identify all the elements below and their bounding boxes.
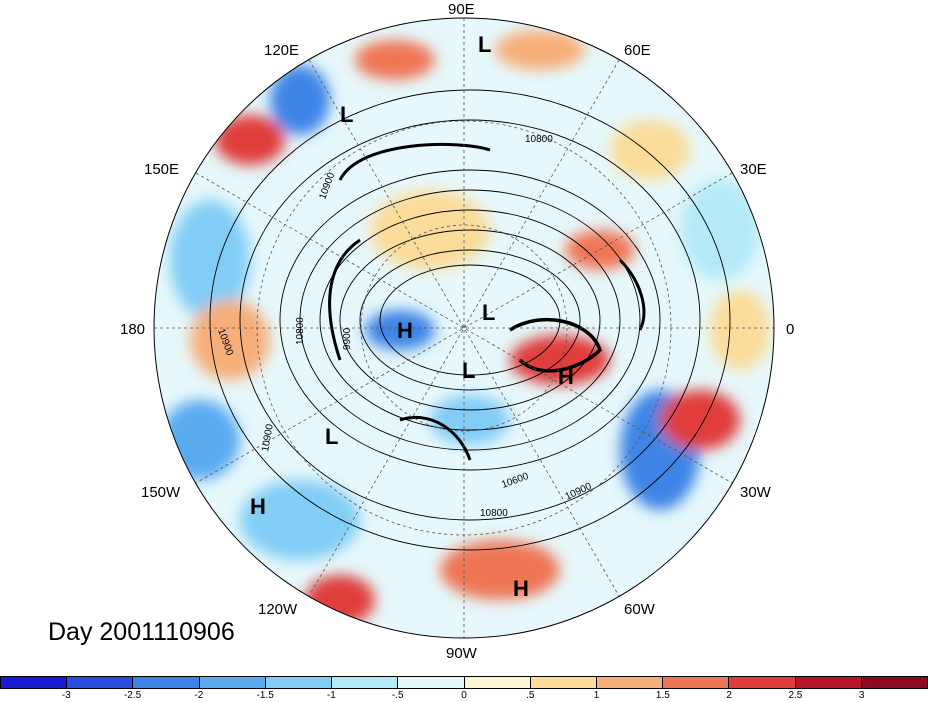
colorbar-swatch — [795, 677, 862, 688]
colorbar-swatch — [332, 677, 399, 688]
lon-label: 120E — [264, 42, 299, 59]
lon-label: 150E — [144, 161, 179, 178]
colorbar-swatch — [398, 677, 465, 688]
colorbar-swatch — [1, 677, 68, 688]
colorbar-tick-label: .5 — [526, 690, 535, 701]
contour-label: 9900 — [342, 327, 353, 350]
colorbar-swatch — [530, 677, 597, 688]
low-center: L — [482, 300, 495, 325]
low-center: L — [325, 424, 338, 449]
colorbar-swatch — [67, 677, 134, 688]
lon-label: 120W — [258, 601, 298, 618]
contour-label: 10800 — [480, 508, 508, 519]
lon-label: 30W — [740, 484, 772, 501]
map-boundary — [153, 17, 775, 639]
high-center: H — [250, 494, 266, 519]
colorbar-tick-label: 3 — [858, 690, 865, 701]
graticule — [154, 18, 774, 638]
high-center: H — [397, 318, 413, 343]
colorbar-ticks: -3 -2.5 -2 -1.5 -1 -.5 0 .5 1 1.5 2 2.5 3 — [0, 690, 928, 702]
contour-label: 10800 — [295, 317, 306, 345]
colorbar-tick-label: -2 — [194, 690, 204, 701]
colorbar-swatch — [596, 677, 664, 688]
lon-label: 90E — [448, 1, 475, 18]
lon-label: 150W — [141, 484, 181, 501]
lon-label: 60W — [624, 601, 656, 618]
low-center: L — [478, 32, 491, 57]
colorbar-swatch — [464, 677, 531, 688]
lon-label: 0 — [786, 321, 794, 338]
colorbar-tick-label: 2.5 — [788, 690, 803, 701]
lon-label: 180 — [120, 321, 145, 338]
colorbar-tick-label: -1.5 — [256, 690, 274, 701]
day-title: Day 2001110906 — [48, 618, 235, 646]
colorbar-tick-label: 1 — [593, 690, 600, 701]
colorbar-swatch — [133, 677, 200, 688]
colorbar-tick-label: -.5 — [391, 690, 404, 701]
colorbar-tick-label: 1.5 — [655, 690, 670, 701]
colorbar-swatch — [265, 677, 333, 688]
colorbar-swatch — [861, 677, 928, 688]
low-center: L — [462, 358, 475, 383]
lon-label: 60E — [624, 42, 651, 59]
high-center: H — [513, 576, 529, 601]
lon-label: 90W — [446, 645, 478, 662]
colorbar-tick-label: -1 — [326, 690, 336, 701]
colorbar-swatch — [199, 677, 266, 688]
pressure-centers: L L H L L H L H H — [250, 32, 574, 601]
colorbar — [0, 676, 928, 689]
anomaly-field — [154, 18, 774, 638]
contours — [209, 89, 731, 551]
colorbar-tick-label: 2 — [726, 690, 732, 701]
lon-label: 30E — [740, 161, 767, 178]
low-center: L — [340, 102, 353, 127]
longitude-labels: 90E 60E 30E 0 30W 60W 90W 120W 150W 180 … — [120, 1, 794, 662]
contour-label: 10800 — [525, 134, 553, 145]
colorbar-swatch — [663, 677, 730, 688]
colorbar-tick-label: 0 — [461, 690, 467, 701]
colorbar-tick-label: -2.5 — [123, 690, 142, 701]
high-center: H — [558, 364, 574, 389]
contour-label: 10900 — [260, 423, 276, 453]
colorbar-tick-label: -3 — [61, 690, 71, 701]
colorbar-swatch — [729, 677, 796, 688]
